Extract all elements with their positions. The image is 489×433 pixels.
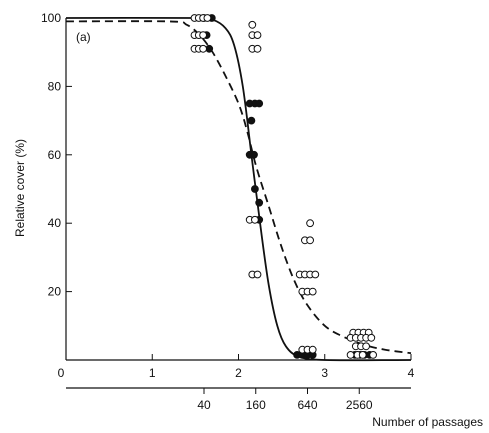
open-point — [311, 270, 320, 279]
open-point — [251, 215, 259, 224]
filled-point — [255, 198, 264, 207]
x-tick-label: 3 — [321, 366, 328, 380]
open-point — [253, 44, 262, 53]
y-tick-label: 60 — [48, 148, 62, 162]
panel-label: (a) — [76, 30, 91, 44]
y-tick-label: 100 — [41, 11, 61, 25]
open-point — [306, 219, 315, 228]
y-axis-label: Relative cover (%) — [13, 139, 27, 237]
y-tick-label: 40 — [48, 216, 62, 230]
open-point — [199, 31, 208, 39]
open-point — [203, 14, 212, 22]
open-point — [199, 44, 208, 53]
open-point — [253, 270, 262, 279]
filled-point — [250, 150, 258, 159]
open-point — [346, 351, 355, 359]
solid-curve — [65, 16, 412, 362]
y-axis: 20 40 60 80 100 — [41, 11, 72, 361]
open-point — [308, 345, 317, 354]
open-point — [367, 333, 376, 342]
filled-point — [247, 116, 256, 125]
plot-frame — [65, 18, 411, 361]
x-axis: 0 1 2 3 4 — [58, 354, 415, 380]
secondary-x-tick-label: 160 — [246, 398, 266, 412]
data-points — [190, 14, 378, 359]
x-tick-label: 1 — [149, 366, 156, 380]
secondary-x-tick-label: 2560 — [346, 398, 373, 412]
open-point — [308, 287, 317, 296]
open-point — [253, 31, 262, 39]
secondary-x-tick-label: 40 — [197, 398, 211, 412]
open-point — [306, 236, 315, 245]
filled-point — [255, 99, 264, 108]
x-tick-label: 2 — [235, 366, 242, 380]
y-tick-label: 80 — [48, 79, 62, 93]
secondary-x-axis: 40 160 640 2560 — [66, 387, 411, 412]
open-point — [369, 351, 378, 359]
y-tick-label: 20 — [48, 285, 62, 299]
x-tick-label: 4 — [408, 366, 415, 380]
x-axis-label: Number of passages — [372, 415, 483, 429]
open-point — [358, 351, 367, 359]
secondary-x-tick-label: 640 — [297, 398, 317, 412]
open-point — [362, 342, 371, 351]
filled-point — [251, 185, 259, 193]
fitted-curves — [65, 16, 412, 362]
open-point — [248, 20, 257, 29]
dashed-curve — [65, 20, 412, 355]
x-tick-label: 0 — [58, 366, 65, 380]
